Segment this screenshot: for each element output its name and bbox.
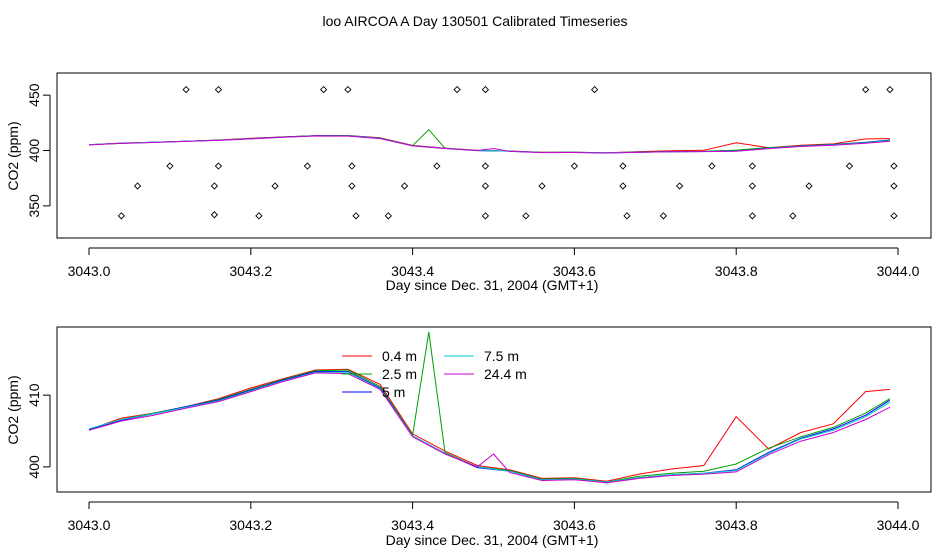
diamond-marker	[805, 182, 813, 190]
diamond-marker	[481, 85, 490, 94]
diamond-marker	[789, 212, 797, 220]
diamond-marker	[348, 162, 356, 170]
diamond-marker	[133, 182, 142, 190]
panel-top: 3043.0 3043.2 3043.4 3043.6 3043.8 3044.0 350…	[5, 72, 932, 293]
legend-label: 0.4 m	[382, 348, 417, 364]
diamond-marker	[619, 162, 627, 170]
series-line-0-4-m	[88, 134, 890, 154]
diamond-marker	[675, 182, 684, 190]
y-axis-label: CO2 (ppm)	[5, 121, 21, 190]
x-tick-label: 3043.2	[229, 517, 272, 533]
diamond-marker	[303, 162, 312, 170]
diamond-marker	[590, 85, 599, 94]
diamond-marker	[271, 182, 279, 190]
x-tick-label: 3043.4	[391, 517, 434, 533]
x-tick-label: 3043.2	[229, 263, 272, 279]
diamond-marker	[623, 212, 631, 220]
diamond-marker	[352, 212, 360, 220]
diamond-marker	[255, 212, 263, 220]
diamond-marker	[433, 162, 441, 170]
diamond-marker	[453, 85, 461, 94]
series-line-5-m	[88, 371, 891, 484]
plot-frame	[56, 72, 932, 239]
x-tick-label: 3043.4	[391, 263, 434, 279]
series-line-7-5-m	[88, 135, 890, 154]
x-tick-label: 3044.0	[877, 263, 920, 279]
diamond-marker	[748, 212, 757, 220]
x-axis-label: Day since Dec. 31, 2004 (GMT+1)	[386, 277, 599, 293]
y-tick-label: 400	[26, 139, 42, 163]
diamond-marker	[117, 212, 125, 220]
diamond-marker	[538, 182, 546, 190]
y-tick-label: 450	[26, 83, 42, 107]
legend-label: 2.5 m	[382, 366, 417, 382]
diamond-marker	[214, 85, 223, 94]
diamond-marker	[214, 162, 223, 170]
diamond-marker	[522, 212, 530, 220]
plot-frame	[56, 326, 932, 493]
diamond-marker	[570, 162, 579, 170]
panel-bottom: 3043.0 3043.2 3043.4 3043.6 3043.8 3044.0 400…	[5, 326, 932, 548]
diamond-marker	[862, 85, 870, 94]
diamond-marker	[748, 162, 757, 170]
diamond-marker	[845, 162, 854, 170]
diamond-marker	[210, 211, 219, 219]
series-line-0-4-m	[88, 368, 890, 482]
x-axis-label: Day since Dec. 31, 2004 (GMT+1)	[386, 532, 599, 548]
x-tick-label: 3043.6	[553, 263, 596, 279]
y-tick-label: 410	[26, 383, 42, 407]
diamond-marker	[659, 212, 668, 220]
diamond-marker	[348, 182, 356, 190]
x-tick-label: 3043.0	[68, 263, 111, 279]
diamond-marker	[166, 162, 174, 170]
diamond-marker	[708, 162, 716, 170]
x-tick-label: 3043.8	[715, 517, 758, 533]
x-tick-label: 3044.0	[877, 517, 920, 533]
y-tick-label: 350	[26, 194, 42, 218]
legend-label: 5 m	[382, 384, 405, 400]
diamond-marker	[481, 182, 490, 190]
diamond-marker	[886, 85, 894, 94]
series-line-24-4-m	[88, 372, 891, 484]
diamond-marker	[319, 85, 328, 94]
diamond-marker	[619, 182, 627, 190]
x-tick-label: 3043.8	[715, 263, 758, 279]
diamond-marker	[890, 162, 898, 170]
diamond-marker	[890, 182, 898, 190]
diamond-marker	[344, 85, 352, 94]
page-title: loo AIRCOA A Day 130501 Calibrated Times…	[322, 13, 627, 29]
diamond-marker	[890, 212, 898, 220]
diamond-marker	[400, 182, 409, 190]
y-tick-label: 400	[26, 455, 42, 479]
y-axis-label: CO2 (ppm)	[5, 375, 21, 444]
x-tick-label: 3043.0	[68, 517, 111, 533]
legend-label: 24.4 m	[484, 366, 527, 382]
diamond-marker	[481, 212, 490, 220]
diamond-marker	[481, 162, 490, 170]
diamond-marker	[210, 182, 219, 190]
legend-label: 7.5 m	[484, 348, 519, 364]
x-tick-label: 3043.6	[553, 517, 596, 533]
diamond-marker	[384, 212, 392, 220]
series-line-24-4-m	[88, 135, 890, 154]
diamond-marker	[748, 182, 757, 190]
diamond-marker	[182, 85, 190, 94]
series-line-7-5-m	[88, 371, 891, 483]
